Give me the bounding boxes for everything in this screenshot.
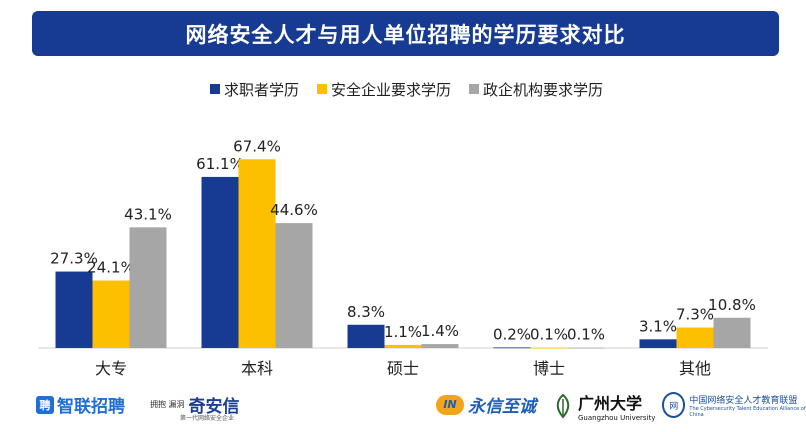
legend-swatch-1 (317, 84, 328, 94)
bar-本科-安全企业要求学历 (238, 159, 276, 348)
legend-item-2: 政企机构要求学历 (469, 79, 603, 100)
qianxin-text: 奇安信 (188, 397, 240, 417)
data-label-本科-政企机构要求学历: 44.6% (270, 201, 318, 219)
data-label-硕士-政企机构要求学历: 1.4% (421, 322, 459, 340)
data-label-硕士-求职者学历: 8.3% (347, 303, 385, 321)
legend-item-0: 求职者学历 (210, 79, 299, 100)
data-label-博士-政企机构要求学历: 0.1% (567, 326, 605, 344)
data-label-大专-政企机构要求学历: 43.1% (124, 205, 172, 223)
zhilian-logo: 聘 智联招聘 (36, 392, 125, 417)
legend-label-2: 政企机构要求学历 (483, 80, 604, 99)
bar-博士-政企机构要求学历 (567, 347, 605, 349)
chart-title-bar: 网络安全人才与用人单位招聘的学历要求对比 (32, 11, 779, 56)
data-label-本科-求职者学历: 61.1% (196, 155, 244, 173)
data-label-硕士-安全企业要求学历: 1.1% (384, 323, 422, 341)
alliance-seal-icon: 网 (662, 392, 686, 418)
gzu-name-en: Guangzhou University (578, 414, 656, 422)
gzu-emblem-icon (556, 393, 570, 419)
x-tick-label-其他: 其他 (679, 359, 711, 378)
legend-label-1: 安全企业要求学历 (331, 80, 452, 99)
bar-chart: 27.3%24.1% 43.1% 大专 61.1%67.4% 44.6% 本科 8.3% 1.… (38, 137, 768, 378)
data-label-大专-安全企业要求学历: 24.1% (87, 259, 135, 277)
gzu-name-cn: 广州大学 (578, 394, 643, 413)
qianxin-logo: 拥抱 漏洞 奇安信 (150, 392, 240, 417)
data-label-其他-求职者学历: 3.1% (639, 317, 677, 335)
legend-label-0: 求职者学历 (224, 80, 300, 99)
legend-item-1: 安全企业要求学历 (317, 79, 451, 100)
bar-其他-安全企业要求学历 (676, 327, 714, 348)
footer-logos: 聘 智联招聘 拥抱 漏洞 奇安信 第一代网络安全企业 IN 永信至诚 广州大学 … (0, 386, 806, 432)
bar-大专-政企机构要求学历 (129, 227, 167, 348)
bar-硕士-政企机构要求学历 (421, 344, 459, 348)
yongxin-text: 永信至诚 (468, 397, 536, 417)
zhilian-mark-icon: 聘 (36, 395, 54, 414)
zhilian-text: 智联招聘 (57, 397, 125, 417)
yongxin-logo: IN 永信至诚 (436, 392, 536, 417)
yongxin-mark-icon: IN (436, 394, 464, 415)
bar-本科-求职者学历 (201, 176, 239, 348)
data-label-博士-安全企业要求学历: 0.1% (530, 326, 568, 344)
bar-本科-政企机构要求学历 (275, 223, 313, 348)
alliance-name-cn: 中国网络安全人才教育联盟 (689, 395, 798, 406)
alliance-name-en: The Cybersecurity Talent Education Allia… (689, 405, 806, 418)
bar-大专-安全企业要求学历 (92, 280, 130, 348)
qianxin-small-text: 拥抱 漏洞 (150, 400, 185, 409)
bar-其他-政企机构要求学历 (713, 317, 751, 348)
bar-其他-求职者学历 (639, 339, 677, 348)
data-label-大专-求职者学历: 27.3% (50, 250, 98, 268)
x-tick-label-硕士: 硕士 (387, 359, 419, 378)
chart-title: 网络安全人才与用人单位招聘的学历要求对比 (185, 22, 626, 47)
gzu-logo: 广州大学 Guangzhou University (552, 390, 655, 422)
bar-硕士-求职者学历 (347, 324, 385, 348)
data-label-本科-安全企业要求学历: 67.4% (233, 137, 281, 155)
bar-大专-求职者学历 (55, 271, 93, 348)
legend: 求职者学历 安全企业要求学历 政企机构要求学历 (210, 78, 603, 100)
x-tick-label-本科: 本科 (241, 359, 273, 378)
data-label-其他-政企机构要求学历: 10.8% (708, 296, 756, 314)
qianxin-subtitle: 第一代网络安全企业 (180, 415, 235, 422)
bar-博士-求职者学历 (493, 347, 531, 349)
bar-硕士-安全企业要求学历 (384, 344, 422, 348)
bar-博士-安全企业要求学历 (530, 347, 568, 349)
data-label-其他-安全企业要求学历: 7.3% (676, 306, 714, 324)
x-tick-label-博士: 博士 (533, 359, 565, 378)
alliance-logo: 网 中国网络安全人才教育联盟 The Cybersecurity Talent … (662, 392, 806, 418)
data-label-博士-求职者学历: 0.2% (493, 325, 531, 343)
legend-swatch-0 (210, 84, 220, 94)
legend-swatch-2 (469, 84, 480, 94)
x-tick-label-大专: 大专 (95, 359, 127, 378)
